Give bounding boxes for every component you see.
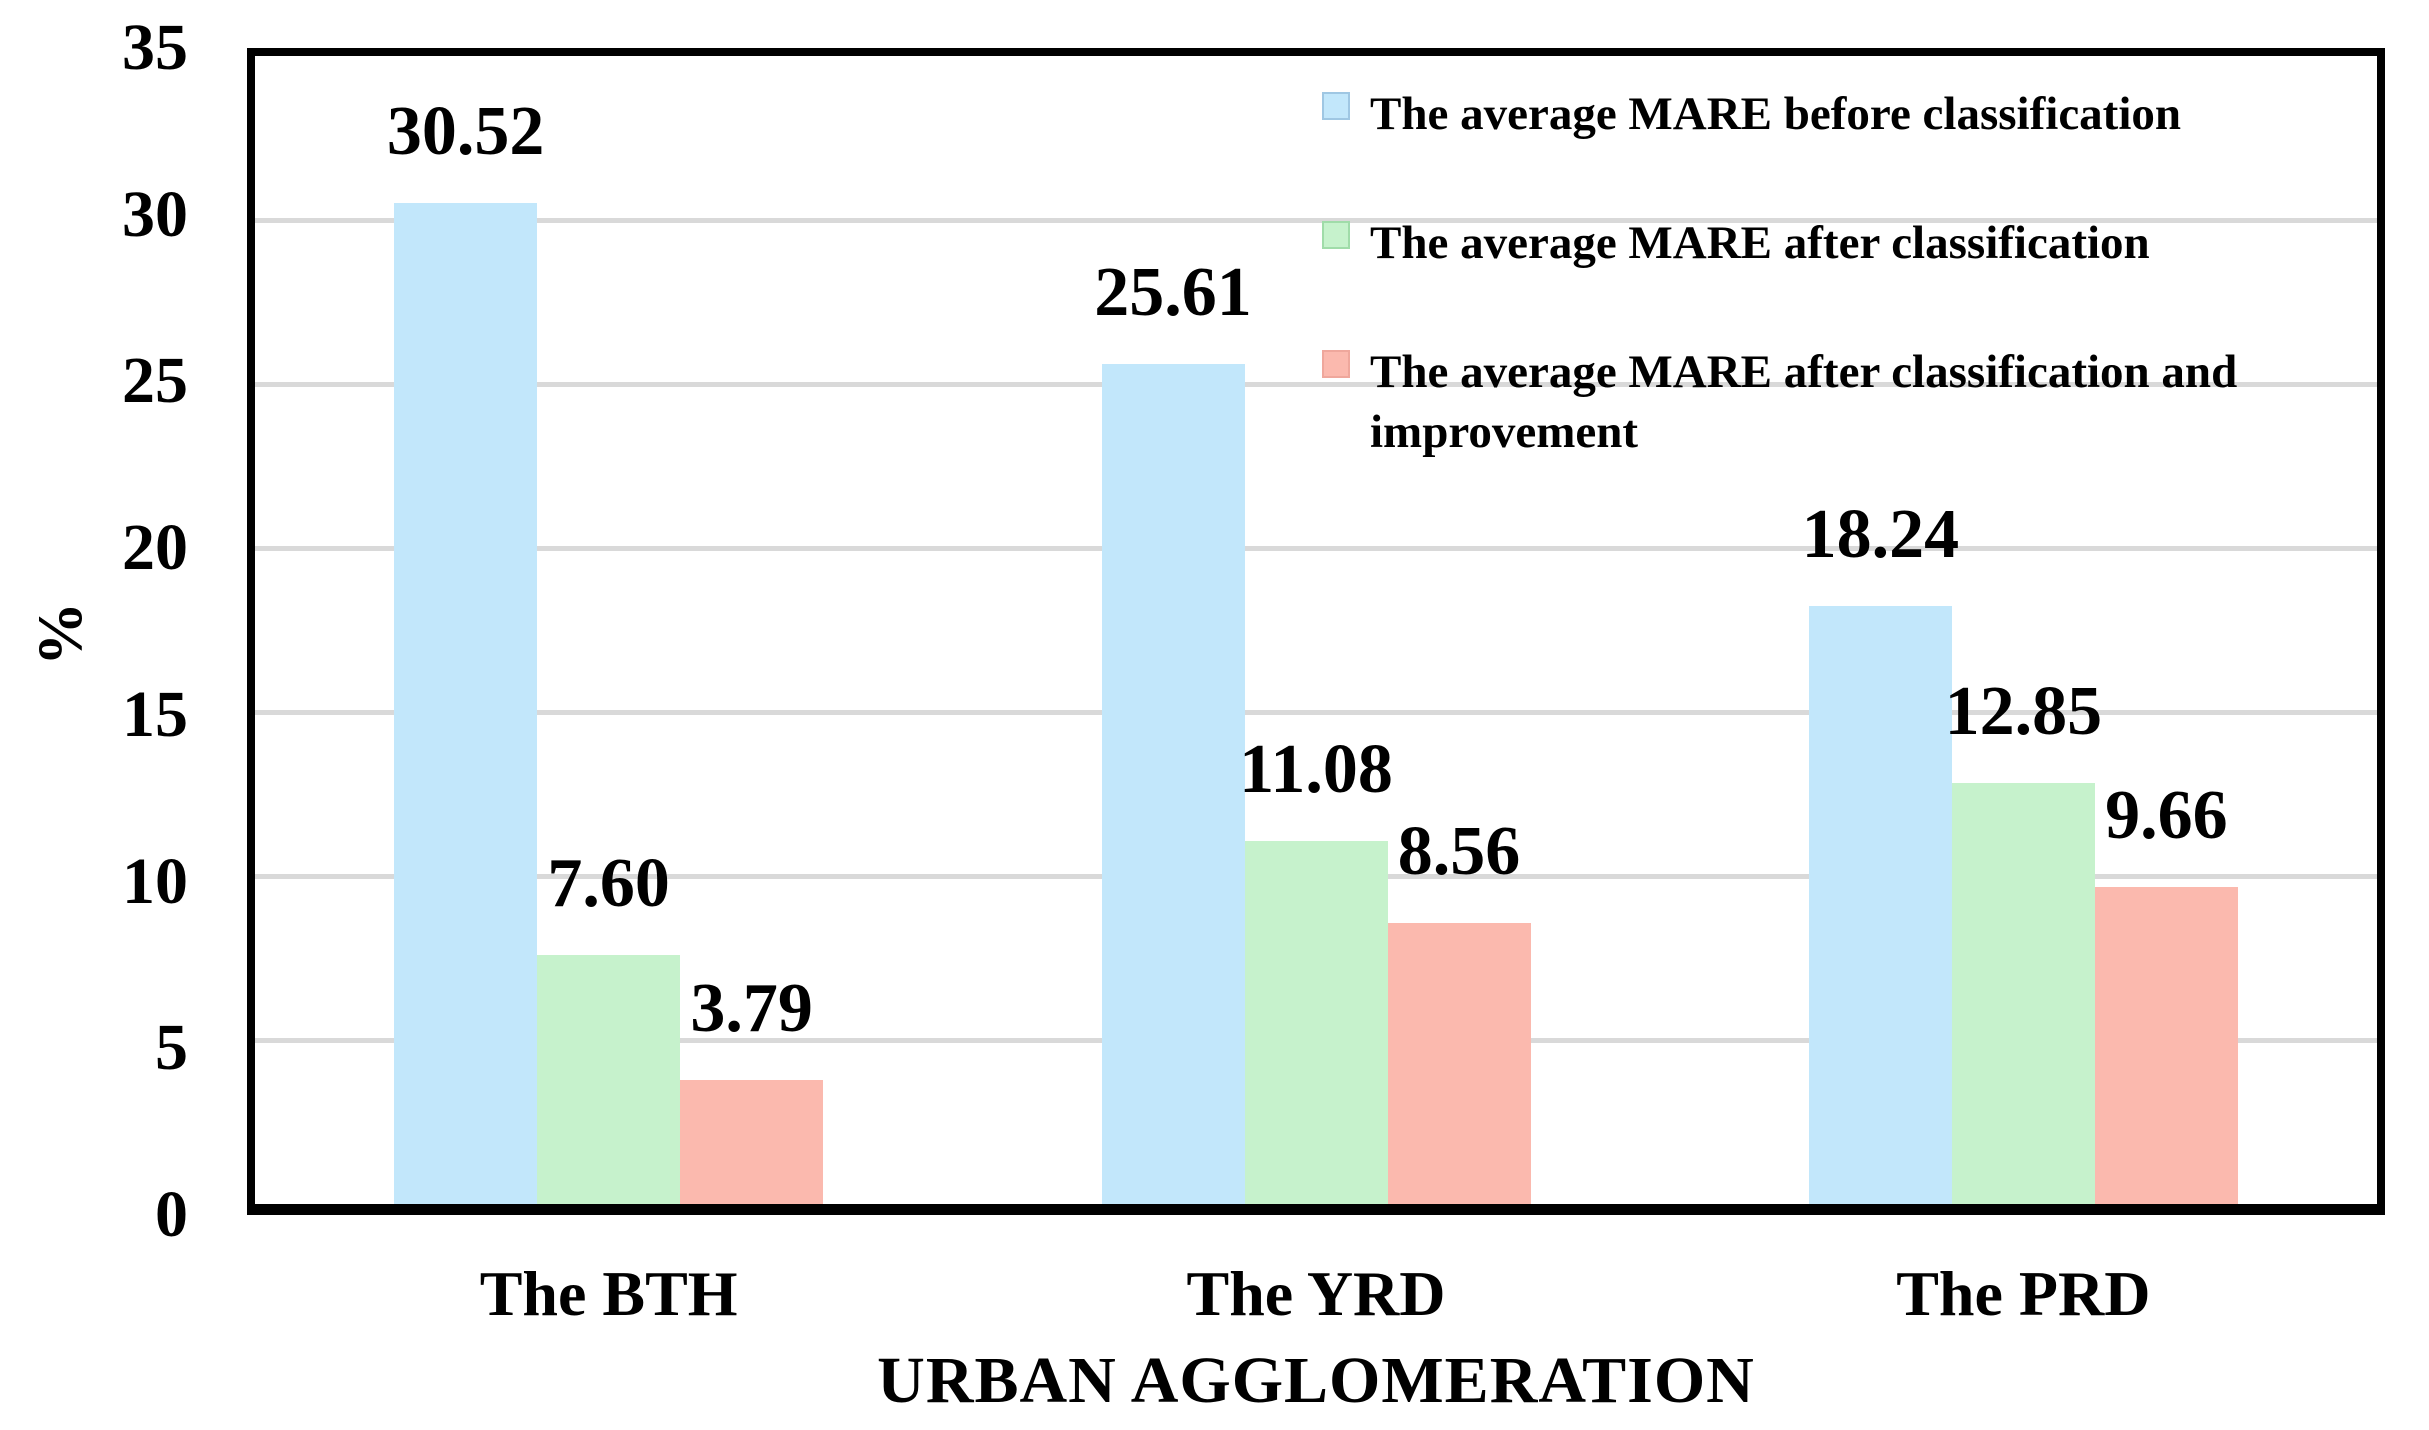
y-tick-label-20: 20 [122,511,188,585]
value-label-the-prd-series-2: 12.85 [1944,672,2103,750]
bar-the-yrd-series-1 [1101,364,1245,1204]
value-label-the-yrd-series-1: 25.61 [1094,254,1252,331]
y-tick-label-0: 0 [155,1178,188,1251]
y-tick-label-10: 10 [122,844,188,918]
legend-entry-label: The average MARE before classification [1370,88,2182,140]
plot-inner: 30.52 7.60 3.79 25.61 11.08 8.56 18.24 12.85 9.6… [255,56,2377,1204]
value-label-the-prd-series-3: 9.66 [2105,777,2228,855]
y-tick-label-25: 25 [122,344,188,418]
bar-the-yrd-series-3 [1387,923,1531,1204]
value-label-the-yrd-series-2: 11.08 [1239,730,1393,808]
x-category-label-the-prd: The PRD [1896,1258,2151,1329]
value-label-the-yrd-series-3: 8.56 [1397,813,1521,891]
gridline-y-30 [255,218,2377,223]
legend-entry-label: The average MARE after classification an… [1370,346,2238,458]
value-label-the-bth-series-3: 3.79 [690,969,813,1047]
legend-entry-1: The average MARE before classification [1322,84,2407,144]
y-tick-label-5: 5 [155,1011,188,1085]
y-tick-label-15: 15 [122,677,188,751]
bar-the-prd-series-3 [2094,887,2238,1204]
bar-the-bth-series-3 [680,1079,824,1204]
gridline-y-15 [255,710,2377,715]
bar-the-prd-series-1 [1808,605,1952,1204]
y-tick-label-35: 35 [122,11,188,84]
value-label-the-bth-series-2: 7.60 [547,844,670,922]
legend-swatch-icon [1322,350,1350,378]
bar-the-bth-series-1 [394,202,538,1204]
legend-entry-label: The average MARE after classification [1370,217,2150,269]
legend: The average MARE before classification Th… [1322,84,2407,531]
gridline-y-25 [255,382,2377,387]
gridline-y-20 [255,546,2377,551]
x-axis-title: URBAN AGGLOMERATION [877,1344,1755,1417]
y-tick-label-30: 30 [122,177,188,251]
x-category-label-the-bth: The BTH [479,1258,738,1329]
value-label-the-bth-series-1: 30.52 [386,92,545,170]
legend-entry-3: The average MARE after classification an… [1322,342,2407,462]
value-label-the-prd-series-1: 18.24 [1801,495,1960,573]
y-axis-tick-labels: 0 5 10 15 20 25 30 35 [0,15,188,1248]
legend-swatch-icon [1322,221,1350,249]
legend-swatch-icon [1322,92,1350,120]
bar-the-prd-series-2 [1951,782,2095,1204]
legend-entry-2: The average MARE after classification [1322,213,2407,273]
bar-the-yrd-series-2 [1244,840,1388,1204]
bar-the-bth-series-2 [537,954,681,1204]
plot-area: 30.52 7.60 3.79 25.61 11.08 8.56 18.24 12.85 9.6… [247,48,2385,1215]
x-category-label-the-yrd: The YRD [1186,1258,1446,1329]
